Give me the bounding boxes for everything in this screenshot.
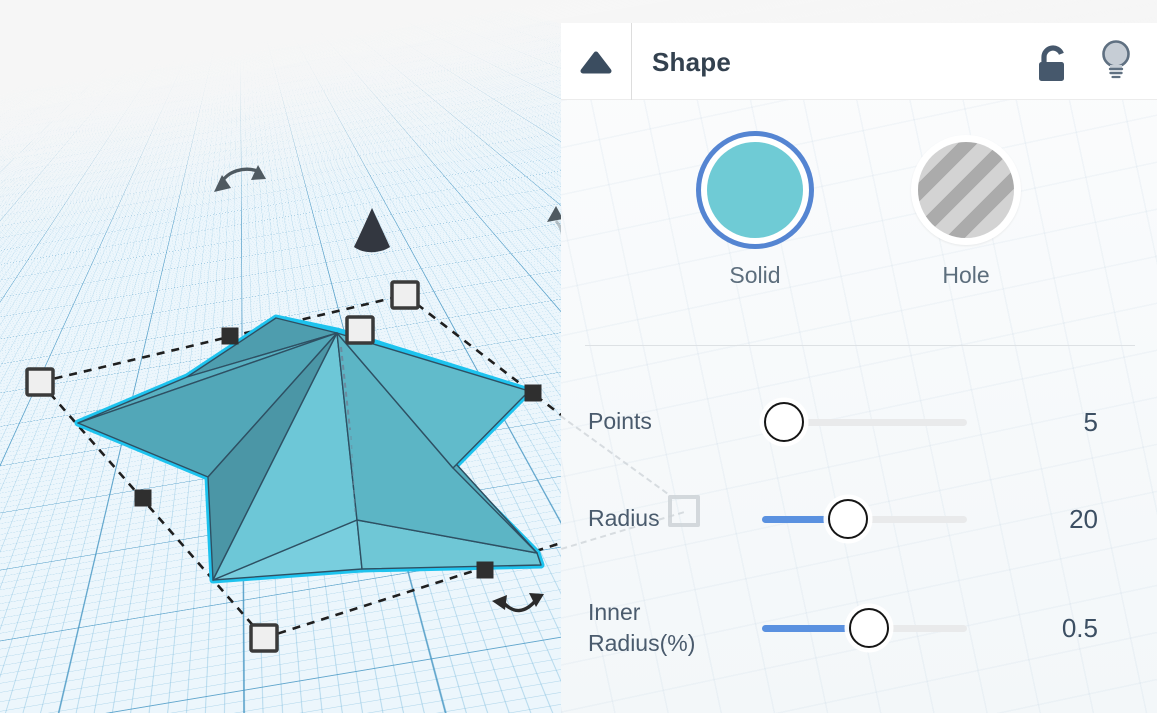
points-value: 5 (1083, 406, 1098, 437)
panel-title: Shape (652, 47, 732, 77)
scale-handle-mid-front-right[interactable] (476, 561, 494, 579)
triangle-up-icon (580, 51, 612, 73)
rotate-handle-right[interactable] (547, 206, 561, 246)
radius-slider-fill (762, 515, 849, 523)
section-divider (585, 345, 1135, 346)
control-row-points: Points 5 (588, 380, 1157, 464)
height-guide-line-lower (350, 435, 356, 513)
scale-handle-corner-east-ghost (668, 495, 700, 527)
header-divider (631, 23, 632, 100)
solid-label: Solid (729, 262, 781, 288)
lightbulb-icon (1102, 39, 1130, 78)
solid-swatch-icon (707, 142, 803, 238)
radius-value: 20 (1069, 503, 1098, 534)
radius-label: Radius (588, 505, 660, 532)
inner-radius-label: Inner Radius(%) (588, 598, 696, 656)
height-guide-line (340, 346, 351, 431)
inner-radius-slider-knob[interactable] (848, 608, 889, 648)
points-slider-knob[interactable] (763, 402, 804, 442)
scale-handle-mid-back-right[interactable] (524, 384, 542, 402)
star-shape[interactable] (74, 314, 545, 584)
control-row-inner-radius: Inner Radius(%) 0.5 (588, 586, 1157, 670)
scale-handle-corner-west[interactable] (25, 367, 55, 397)
material-option-hole[interactable]: Hole (906, 128, 1026, 289)
unlock-icon (1039, 44, 1064, 81)
collapse-panel-button[interactable] (561, 23, 631, 100)
scale-handle-top-height[interactable] (345, 315, 375, 345)
scale-handle-corner-north[interactable] (390, 280, 420, 310)
scene-overlay (25, 165, 561, 653)
material-option-solid[interactable]: Solid (695, 128, 815, 289)
lock-button[interactable] (1035, 40, 1069, 84)
inner-radius-slider[interactable] (762, 605, 967, 651)
radius-slider[interactable] (762, 496, 967, 542)
points-label: Points (588, 408, 652, 435)
lightbulb-button[interactable] (1099, 38, 1133, 86)
hole-swatch-icon (918, 142, 1014, 238)
scale-handle-mid-front-left[interactable] (134, 489, 152, 507)
material-selector: Solid Hole (561, 128, 1157, 328)
panel-header: Shape (561, 23, 1157, 100)
points-slider-track[interactable] (762, 418, 967, 426)
hole-label: Hole (942, 262, 990, 288)
shape-inspector-panel: Shape Solid (559, 23, 1157, 713)
rotate-handle-top[interactable] (214, 165, 266, 192)
radius-slider-knob[interactable] (828, 499, 869, 539)
points-slider[interactable] (762, 399, 967, 445)
inner-radius-slider-fill (762, 624, 869, 632)
scale-handle-mid-back-left[interactable] (221, 327, 239, 345)
inner-radius-value: 0.5 (1061, 612, 1098, 643)
rotate-handle-bottom[interactable] (492, 593, 544, 613)
control-row-radius: Radius 20 (588, 477, 1157, 561)
scale-handle-corner-south[interactable] (249, 623, 279, 653)
move-up-cone-handle[interactable] (354, 208, 390, 253)
